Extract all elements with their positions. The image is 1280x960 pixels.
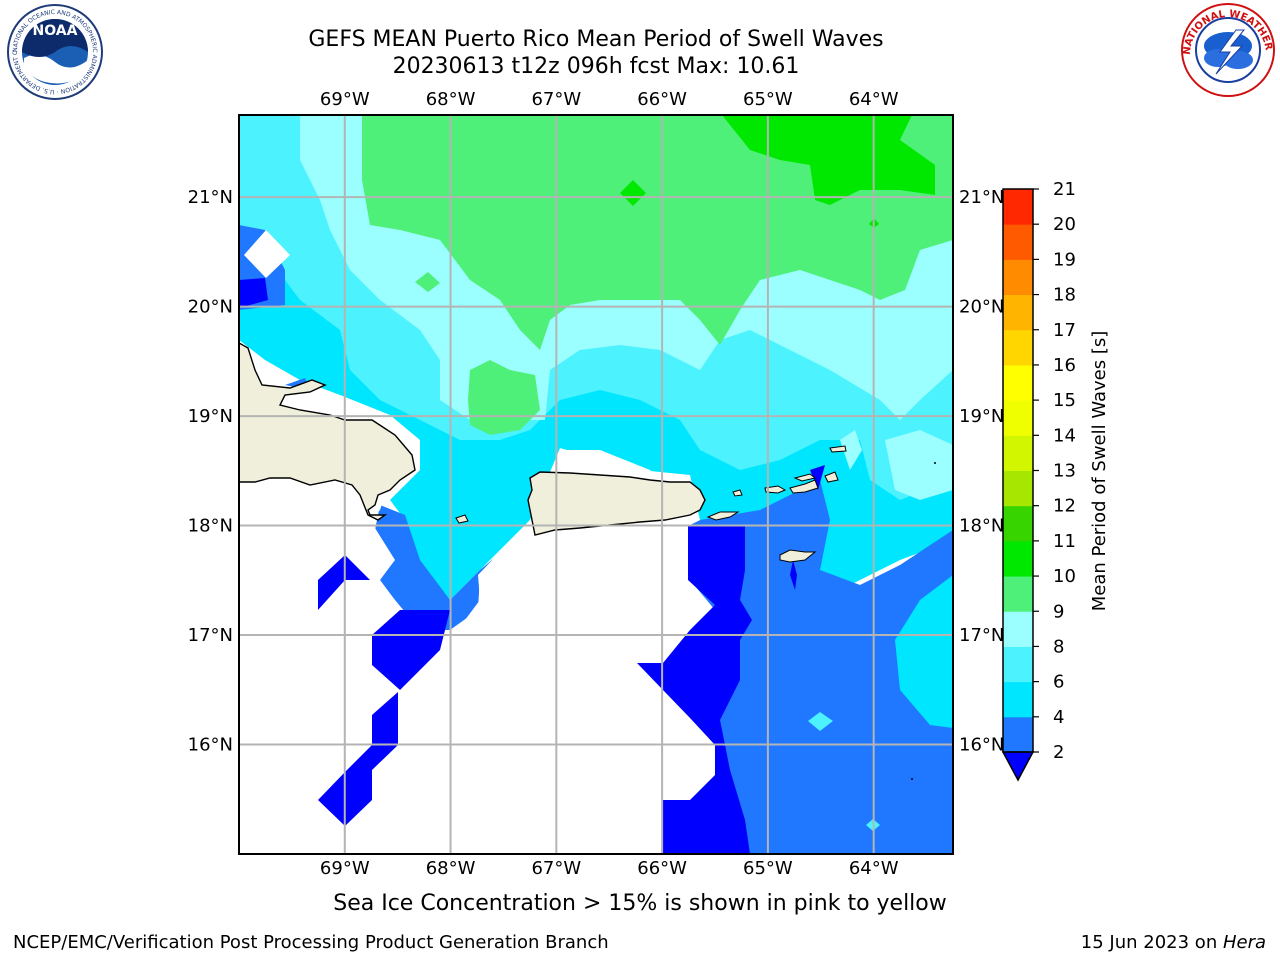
swell-period-field: [239, 115, 953, 854]
colorbar-tick-label-10: 15: [1053, 390, 1076, 411]
colorbar-swatch-14: [1003, 224, 1033, 260]
colorbar-tick-label-8: 13: [1053, 461, 1076, 482]
lon-label-top-0: 69°W: [320, 89, 370, 110]
colorbar-tick-label-4: 9: [1053, 601, 1064, 622]
map-subtitle: 20230613 t12z 096h fcst Max: 10.61: [392, 54, 800, 79]
lon-label-bottom-1: 68°W: [426, 858, 476, 879]
colorbar-swatch-1: [1003, 681, 1033, 718]
colorbar-tick-label-5: 10: [1053, 566, 1076, 587]
axis-labels: 69°W 69°W 68°W 68°W 67°W 67°W 66°W 66°W 65°W 65°W…: [188, 89, 1005, 879]
lon-label-top-2: 67°W: [531, 89, 581, 110]
lon-label-top-3: 66°W: [637, 89, 687, 110]
colorbar-tick-label-15: 20: [1053, 214, 1076, 235]
colorbar-swatch-0: [1003, 716, 1033, 753]
colorbar-swatch-5: [1003, 540, 1033, 577]
colorbar-swatch-10: [1003, 364, 1033, 401]
colorbar-tick-label-2: 6: [1053, 672, 1064, 693]
colorbar-swatch-7: [1003, 470, 1033, 507]
colorbar-tick-label-7: 12: [1053, 496, 1076, 517]
colorbar-swatch-6: [1003, 505, 1033, 542]
lat-label-left-0: 21°N: [188, 187, 233, 208]
lat-label-right-4: 17°N: [959, 625, 1004, 646]
lon-label-bottom-3: 66°W: [637, 858, 687, 879]
nws-logo: NATIONAL WEATHER SERVICE: [0, 0, 1275, 97]
colorbar-swatch-2: [1003, 646, 1033, 683]
colorbar-tick-label-0: 2: [1053, 742, 1064, 763]
land-masses: [239, 342, 936, 780]
lat-label-right-1: 20°N: [959, 297, 1004, 318]
colorbar-swatch-8: [1003, 435, 1033, 471]
colorbar-tick-label-13: 18: [1053, 285, 1076, 306]
colorbar-tick-label-9: 14: [1053, 425, 1076, 446]
lon-label-bottom-2: 67°W: [531, 858, 581, 879]
lon-label-bottom-4: 65°W: [743, 858, 793, 879]
colorbar-swatch-3: [1003, 611, 1033, 647]
map-frame: [238, 114, 954, 855]
noaa-logo-text: NOAA: [33, 23, 78, 39]
sea-ice-note: Sea Ice Concentration > 15% is shown in …: [333, 891, 947, 916]
lat-label-right-0: 21°N: [959, 187, 1004, 208]
colorbar: 2 4 6 8 9 10 11 12 13 14 15 16 17 18 19 20 21: [1001, 179, 1076, 782]
lat-label-right-2: 19°N: [959, 406, 1004, 427]
nws-logo-ring-text: NATIONAL WEATHER SERVICE: [0, 0, 1274, 55]
footer-credit: NCEP/EMC/Verification Post Processing Pr…: [13, 932, 609, 953]
colorbar-swatch-11: [1003, 329, 1033, 366]
colorbar-swatch-4: [1003, 576, 1033, 612]
lat-label-left-3: 18°N: [188, 516, 233, 537]
colorbar-extend-low: [1001, 751, 1035, 782]
colorbar-swatch-15: [1003, 189, 1033, 225]
lon-label-top-1: 68°W: [426, 89, 476, 110]
noaa-logo: NOAA NATIONAL OCEANIC AND ATMOSPHERIC AD…: [0, 0, 103, 100]
lat-label-left-5: 16°N: [188, 735, 233, 756]
lon-label-bottom-0: 69°W: [320, 858, 370, 879]
colorbar-label: Mean Period of Swell Waves [s]: [1089, 331, 1110, 612]
colorbar-swatch-12: [1003, 294, 1033, 331]
footer-date-text: 15 Jun 2023 on: [1080, 932, 1223, 953]
lon-label-bottom-5: 64°W: [849, 858, 899, 879]
footer-date: 15 Jun 2023 on Hera: [1081, 932, 1266, 953]
colorbar-swatch-9: [1003, 400, 1033, 436]
lat-label-left-4: 17°N: [188, 625, 233, 646]
colorbar-tick-label-14: 19: [1053, 249, 1076, 270]
colorbar-tick-label-3: 8: [1053, 636, 1064, 657]
lat-label-right-3: 18°N: [959, 516, 1004, 537]
lon-label-top-4: 65°W: [743, 89, 793, 110]
svg-text:NATIONAL WEATHER SERVICE: NATIONAL WEATHER SERVICE: [0, 0, 1274, 55]
map-title: GEFS MEAN Puerto Rico Mean Period of Swe…: [308, 27, 884, 52]
colorbar-swatch-13: [1003, 259, 1033, 296]
colorbar-tick-label-11: 16: [1053, 355, 1076, 376]
colorbar-tick-label-6: 11: [1053, 531, 1076, 552]
footer-machine: Hera: [1222, 932, 1266, 953]
colorbar-tick-label-12: 17: [1053, 320, 1076, 341]
gridlines: [239, 115, 953, 854]
colorbar-tick-label-1: 4: [1053, 707, 1064, 728]
lat-label-right-5: 16°N: [959, 735, 1004, 756]
lon-label-top-5: 64°W: [849, 89, 899, 110]
lat-label-left-2: 19°N: [188, 406, 233, 427]
lat-label-left-1: 20°N: [188, 297, 233, 318]
colorbar-tick-label-16: 21: [1053, 179, 1076, 200]
